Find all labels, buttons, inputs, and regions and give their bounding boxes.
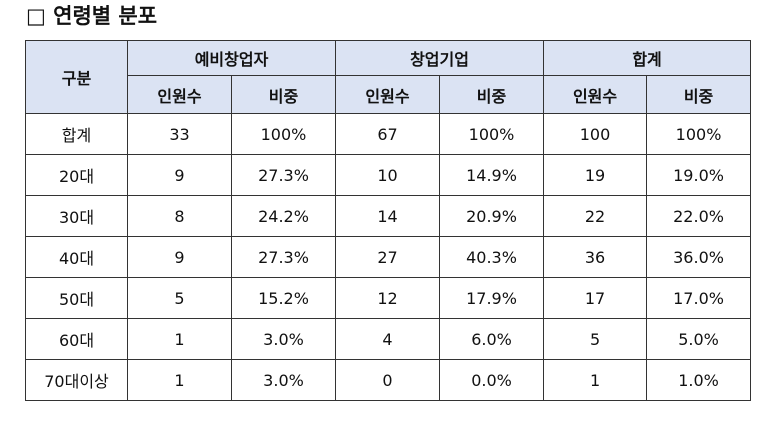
- corner-cell: 구분: [25, 40, 128, 114]
- sub-header: 인원수: [335, 75, 441, 114]
- cell: 100: [543, 113, 648, 155]
- cell: 100%: [230, 113, 337, 155]
- cell: 1: [543, 359, 648, 401]
- cell: 1: [127, 318, 232, 360]
- cell: 33: [127, 113, 232, 155]
- cell: 15.2%: [230, 277, 337, 319]
- table-row: 50대 5 15.2% 12 17.9% 17 17.0%: [25, 277, 752, 319]
- row-label: 30대: [25, 195, 128, 237]
- table-row: 70대이상 1 3.0% 0 0.0% 1 1.0%: [25, 359, 752, 401]
- cell: 40.3%: [439, 236, 545, 278]
- cell: 27.3%: [230, 154, 337, 196]
- cell: 27: [335, 236, 441, 278]
- cell: 10: [335, 154, 441, 196]
- table-header: 구분 예비창업자 창업기업 합계 인원수 비중 인원수 비중 인원수 비중: [25, 40, 752, 114]
- cell: 20.9%: [439, 195, 545, 237]
- table-row: 40대 9 27.3% 27 40.3% 36 36.0%: [25, 236, 752, 278]
- page-title: □ 연령별 분포: [26, 4, 158, 28]
- cell: 17.0%: [646, 277, 752, 319]
- cell: 19: [543, 154, 648, 196]
- header-row: 인원수 비중 인원수 비중 인원수 비중: [26, 75, 752, 114]
- sub-header: 인원수: [543, 75, 648, 114]
- row-label: 40대: [25, 236, 128, 278]
- cell: 36.0%: [646, 236, 752, 278]
- row-label: 70대이상: [25, 359, 128, 401]
- cell: 24.2%: [230, 195, 337, 237]
- cell: 5: [127, 277, 232, 319]
- cell: 100%: [439, 113, 545, 155]
- table-row: 30대 8 24.2% 14 20.9% 22 22.0%: [25, 195, 752, 237]
- group-header: 합계: [543, 40, 752, 76]
- cell: 14.9%: [439, 154, 545, 196]
- header-row: 구분 예비창업자 창업기업 합계: [25, 40, 752, 114]
- cell: 4: [335, 318, 441, 360]
- row-label: 60대: [25, 318, 128, 360]
- group-header: 예비창업자: [126, 40, 337, 76]
- age-table: 구분 예비창업자 창업기업 합계 인원수 비중 인원수 비중 인원수 비중 합계 33 100% 6…: [25, 40, 752, 401]
- cell: 17: [543, 277, 648, 319]
- cell: 5.0%: [646, 318, 752, 360]
- sub-header: 인원수: [127, 75, 232, 114]
- group-header: 창업기업: [335, 40, 545, 76]
- table-body: 합계 33 100% 67 100% 100 100% 20대 9 27.3% 10 14.9% 19 1…: [25, 113, 752, 401]
- cell: 6.0%: [439, 318, 545, 360]
- table-row: 20대 9 27.3% 10 14.9% 19 19.0%: [25, 154, 752, 196]
- cell: 17.9%: [439, 277, 545, 319]
- cell: 67: [335, 113, 441, 155]
- row-label: 50대: [25, 277, 128, 319]
- cell: 1.0%: [646, 359, 752, 401]
- cell: 5: [543, 318, 648, 360]
- cell: 8: [127, 195, 232, 237]
- cell: 27.3%: [230, 236, 337, 278]
- table-row: 60대 1 3.0% 4 6.0% 5 5.0%: [25, 318, 752, 360]
- cell: 1: [127, 359, 232, 401]
- table-row: 합계 33 100% 67 100% 100 100%: [25, 113, 752, 155]
- cell: 9: [127, 236, 232, 278]
- cell: 0.0%: [439, 359, 545, 401]
- cell: 22.0%: [646, 195, 752, 237]
- row-label: 합계: [25, 113, 128, 155]
- cell: 14: [335, 195, 441, 237]
- sub-header: 비중: [439, 75, 545, 114]
- cell: 9: [127, 154, 232, 196]
- sub-header: 비중: [646, 75, 752, 114]
- cell: 100%: [646, 113, 752, 155]
- row-label: 20대: [25, 154, 128, 196]
- cell: 19.0%: [646, 154, 752, 196]
- cell: 3.0%: [230, 318, 337, 360]
- cell: 22: [543, 195, 648, 237]
- cell: 3.0%: [230, 359, 337, 401]
- cell: 0: [335, 359, 441, 401]
- sub-header: 비중: [230, 75, 337, 114]
- cell: 12: [335, 277, 441, 319]
- cell: 36: [543, 236, 648, 278]
